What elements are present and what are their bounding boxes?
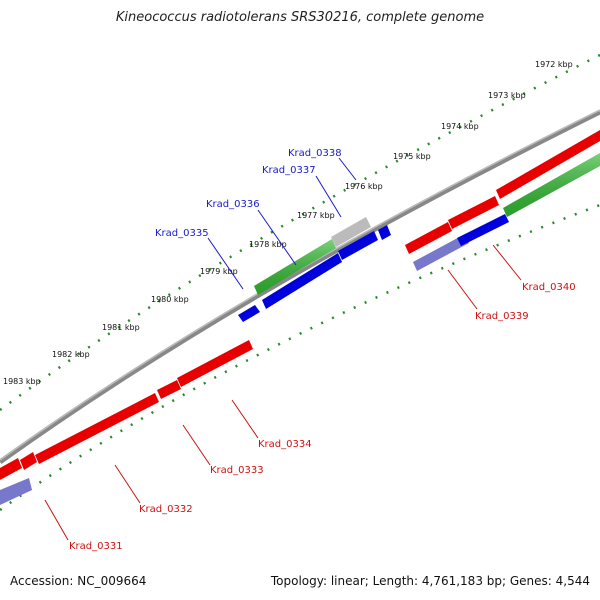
outer-tick-track xyxy=(0,53,600,412)
gene-krad-0337-feature[interactable] xyxy=(331,217,371,247)
kbp-label: 1979 kbp xyxy=(200,267,238,276)
kbp-label: 1972 kbp xyxy=(535,60,573,69)
gene-label-bottom[interactable]: Krad_0333 xyxy=(210,465,264,476)
gene-label-bottom[interactable]: Krad_0331 xyxy=(69,541,123,552)
gene-krad-0340-feature[interactable] xyxy=(448,196,499,229)
kbp-label: 1978 kbp xyxy=(249,240,287,249)
gene-krad-0340-feature[interactable] xyxy=(405,222,452,254)
gene-label-bottom[interactable]: Krad_0339 xyxy=(475,311,529,322)
kbp-label: 1983 kbp xyxy=(3,377,41,386)
kbp-label: 1976 kbp xyxy=(345,182,383,191)
gene-label-top[interactable]: Krad_0336 xyxy=(206,199,260,210)
gene-label-top[interactable]: Krad_0338 xyxy=(288,148,342,159)
gene-label-bottom[interactable]: Krad_0340 xyxy=(522,282,576,293)
gene-krad-0334-feature[interactable] xyxy=(177,340,253,387)
gene-krad-0337-feature[interactable] xyxy=(338,231,378,260)
kbp-label: 1974 kbp xyxy=(441,122,479,131)
kbp-label: 1975 kbp xyxy=(393,152,431,161)
gene-label-top[interactable]: Krad_0337 xyxy=(262,165,316,176)
gene-krad-0339-feature[interactable] xyxy=(413,234,469,271)
kbp-label: 1982 kbp xyxy=(52,350,90,359)
gene-krad-0331-feature[interactable] xyxy=(0,478,32,505)
gene-krad-0338-feature[interactable] xyxy=(378,225,391,240)
gene-label-bottom[interactable]: Krad_0332 xyxy=(139,504,193,515)
gene-krad-0335-feature[interactable] xyxy=(262,253,342,309)
kbp-label: 1977 kbp xyxy=(297,211,335,220)
gene-krad-0333-feature[interactable] xyxy=(35,393,159,464)
gene-krad-0340-feature[interactable] xyxy=(496,130,600,199)
gene-krad-0339-feature[interactable] xyxy=(457,214,509,246)
gene-krad-0333-feature[interactable] xyxy=(157,380,181,399)
upper-features xyxy=(238,130,600,322)
kbp-label: 1980 kbp xyxy=(151,295,189,304)
gene-label-bottom[interactable]: Krad_0334 xyxy=(258,439,312,450)
gene-krad-0332-feature[interactable] xyxy=(20,452,37,470)
gene-krad-0332-feature[interactable] xyxy=(0,458,22,480)
lower-features xyxy=(0,340,253,505)
kbp-label: 1973 kbp xyxy=(488,91,526,100)
map-title: Kineococcus radiotolerans SRS30216, comp… xyxy=(115,10,485,25)
gene-label-top[interactable]: Krad_0335 xyxy=(155,228,209,239)
kbp-label: 1981 kbp xyxy=(102,323,140,332)
accession-text: Accession: NC_009664 xyxy=(10,574,147,588)
genome-backbone xyxy=(0,109,600,465)
gene-krad-0340-feature-shade xyxy=(503,153,600,217)
gene-krad-0336-feature-shade xyxy=(254,239,336,295)
genome-summary-text: Topology: linear; Length: 4,761,183 bp; … xyxy=(270,574,590,588)
inner-tick-track xyxy=(0,203,600,512)
callout-lines xyxy=(44,157,522,541)
gene-krad-0335-feature[interactable] xyxy=(238,305,260,322)
